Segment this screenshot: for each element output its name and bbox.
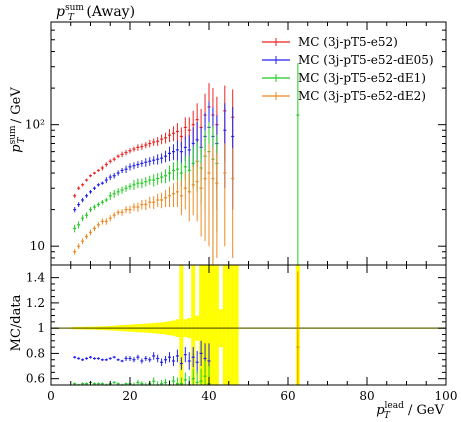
ratio-plot-marks	[51, 265, 446, 386]
ratio-y-tick-label: 1.2	[26, 296, 45, 310]
legend-label: MC (3j-pT5-e52-dE2)	[298, 89, 426, 103]
ratio-uncertainty-band	[222, 265, 227, 385]
ratio-uncertainty-band	[199, 265, 204, 385]
ratio-y-tick-label: 1.4	[26, 271, 45, 285]
ratio-y-tick-label: 1	[37, 321, 45, 335]
ratio-uncertainty-band	[203, 265, 208, 385]
ratio-uncertainty-band	[191, 265, 196, 385]
ratio-y-axis-label: MC/data	[9, 294, 24, 351]
ratio-plot-frame	[50, 264, 447, 386]
x-axis-label: plead T / GeV	[376, 401, 444, 421]
ratio-uncertainty-band	[226, 265, 231, 385]
main-plot-marks	[73, 63, 300, 265]
ratio-uncertainty-band	[234, 265, 239, 385]
ratio-y-tick-label: 0.8	[26, 346, 45, 360]
chart-title: psum T (Away)	[56, 3, 135, 23]
ratio-y-tick-label: 0.6	[26, 372, 45, 386]
legend-label: MC (3j-pT5-e52-dE1)	[298, 71, 426, 85]
ratio-uncertainty-band	[214, 265, 219, 385]
ratio-uncertainty-band	[207, 265, 211, 385]
legend-label: MC (3j-pT5-e52)	[298, 35, 398, 49]
x-tick-label: 0	[47, 389, 55, 403]
x-tick-label: 20	[122, 389, 137, 403]
y-tick-label: 10	[30, 239, 45, 253]
axis-ticks: 0 20 40 60 80 100 10 10² 0.6 0.8 1 1.2 1.4	[25, 21, 458, 403]
ratio-uncertainty-band	[230, 265, 235, 385]
legend-label: MC (3j-pT5-e52-dE05)	[298, 53, 434, 67]
ratio-uncertainty-band	[210, 265, 215, 385]
x-tick-label: 40	[201, 389, 216, 403]
y-tick-label: 10²	[25, 118, 45, 132]
ratio-uncertainty-band	[179, 265, 184, 385]
x-tick-label: 100	[435, 389, 458, 403]
legend: MC (3j-pT5-e52) MC (3j-pT5-e52-dE05) MC (3…	[262, 35, 434, 103]
x-tick-label: 80	[359, 389, 374, 403]
y-axis-label: psumT / GeV	[8, 87, 27, 153]
x-tick-label: 60	[280, 389, 295, 403]
